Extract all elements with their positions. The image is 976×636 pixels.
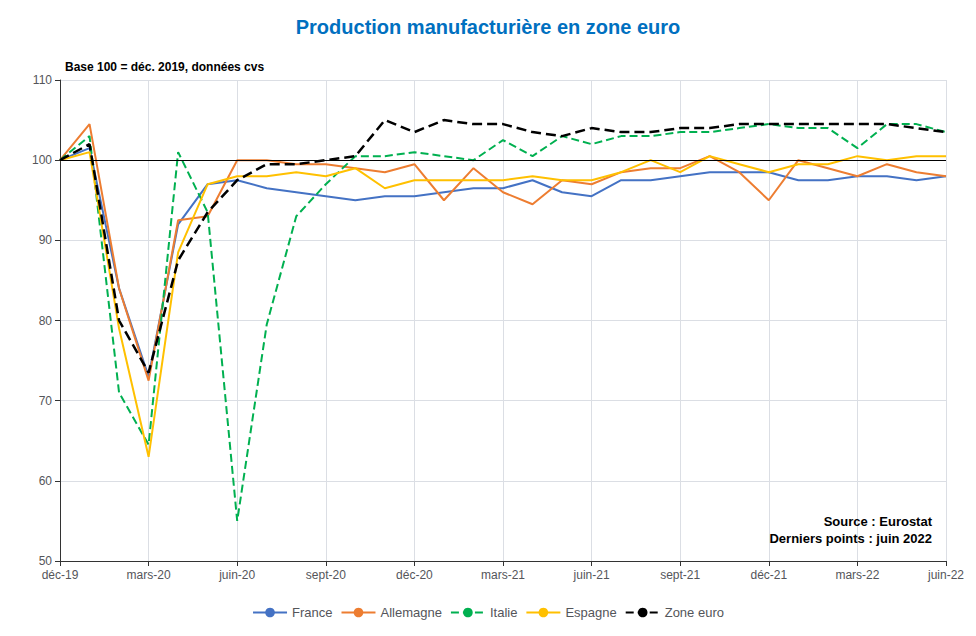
svg-text:mars-21: mars-21 bbox=[481, 568, 525, 582]
svg-text:mars-22: mars-22 bbox=[835, 568, 879, 582]
svg-text:Source : Eurostat: Source : Eurostat bbox=[824, 514, 933, 529]
svg-text:sept-21: sept-21 bbox=[660, 568, 700, 582]
svg-text:mars-20: mars-20 bbox=[127, 568, 171, 582]
svg-text:déc-20: déc-20 bbox=[396, 568, 433, 582]
svg-text:Espagne: Espagne bbox=[565, 605, 616, 620]
svg-text:Derniers points : juin 2022: Derniers points : juin 2022 bbox=[769, 531, 932, 546]
svg-text:Zone euro: Zone euro bbox=[665, 605, 724, 620]
svg-text:juin-22: juin-22 bbox=[927, 568, 964, 582]
svg-text:juin-20: juin-20 bbox=[218, 568, 255, 582]
svg-text:Italie: Italie bbox=[490, 605, 517, 620]
svg-text:60: 60 bbox=[39, 474, 53, 488]
svg-text:Production manufacturière en z: Production manufacturière en zone euro bbox=[296, 16, 681, 38]
svg-text:Allemagne: Allemagne bbox=[380, 605, 441, 620]
svg-text:juin-21: juin-21 bbox=[573, 568, 610, 582]
svg-text:déc-19: déc-19 bbox=[42, 568, 79, 582]
svg-text:100: 100 bbox=[32, 153, 52, 167]
svg-text:90: 90 bbox=[39, 233, 53, 247]
svg-text:sept-20: sept-20 bbox=[306, 568, 346, 582]
svg-text:70: 70 bbox=[39, 394, 53, 408]
svg-text:déc-21: déc-21 bbox=[750, 568, 787, 582]
svg-text:110: 110 bbox=[33, 73, 52, 87]
svg-text:Base 100 = déc. 2019, données: Base 100 = déc. 2019, données cvs bbox=[65, 60, 264, 74]
svg-text:France: France bbox=[292, 605, 332, 620]
svg-text:50: 50 bbox=[39, 554, 53, 568]
svg-text:80: 80 bbox=[39, 314, 53, 328]
